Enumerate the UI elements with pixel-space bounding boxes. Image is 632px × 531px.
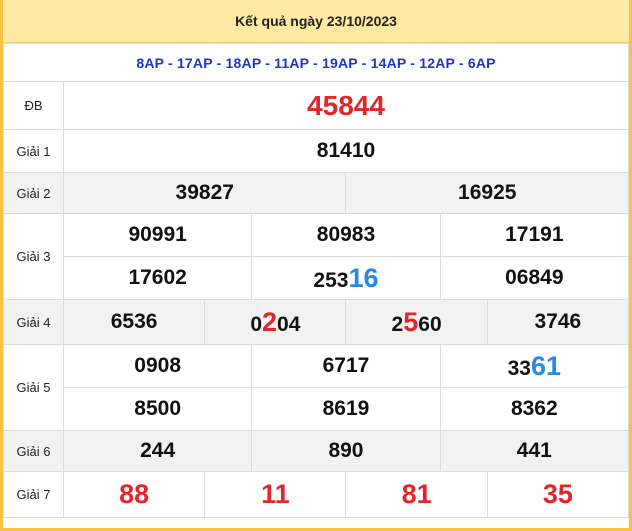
- label-g5: Giải 5: [3, 344, 64, 431]
- prize-g2-2: 16925: [345, 172, 629, 214]
- prize-digits: 0908: [134, 354, 182, 377]
- prize-g4-2: 0204: [204, 299, 347, 345]
- codes-row: 8AP - 17AP - 18AP - 11AP - 19AP - 14AP -…: [3, 43, 629, 82]
- row-g1: Giải 1 81410: [3, 129, 629, 173]
- row-g5b: 8500 8619 8362: [4, 387, 630, 431]
- prize-g5-3: 3361: [439, 344, 630, 388]
- prize-g3-6: 06849: [439, 256, 630, 300]
- prize-digits: 0: [250, 312, 262, 336]
- label-g1: Giải 1: [3, 129, 64, 173]
- prize-g1: 81410: [63, 129, 629, 173]
- prize-highlight: 2: [262, 306, 278, 337]
- prize-g3-5: 25316: [251, 256, 441, 300]
- prize-g3-3: 17191: [439, 213, 630, 257]
- prize-g7-2: 11: [204, 471, 347, 518]
- prize-digits: 04: [277, 312, 301, 336]
- prize-g4-3: 2560: [345, 299, 488, 345]
- prize-digits: 90991: [128, 223, 187, 246]
- row-g5a: Giải 5 0908 6717 3361: [3, 344, 630, 431]
- prize-g3-4: 17602: [62, 256, 253, 300]
- label-db: ĐB: [3, 81, 64, 130]
- prize-g5-5: 8619: [251, 387, 441, 431]
- prize-digits: 3746: [534, 310, 582, 333]
- row-db: ĐB 45844: [3, 81, 629, 130]
- prize-g3-1: 90991: [62, 213, 253, 257]
- prize-db: 45844: [63, 81, 629, 130]
- prize-digits: 8619: [322, 397, 370, 420]
- prize-g7-1: 88: [62, 471, 206, 518]
- prize-g7-3: 81: [345, 471, 488, 518]
- row-g3b: 17602 25316 06849: [4, 256, 630, 300]
- prize-g6-3: 441: [439, 430, 630, 472]
- prize-g4-4: 3746: [486, 299, 630, 345]
- prize-g7-4: 35: [486, 471, 630, 518]
- label-g4: Giải 4: [3, 299, 64, 345]
- prize-digits: 80983: [316, 223, 376, 246]
- row-g3a: Giải 3 90991 80983 17191: [3, 213, 630, 300]
- prize-g5-4: 8500: [62, 387, 253, 431]
- prize-digits: 06849: [505, 266, 564, 289]
- prize-highlight: 16: [348, 262, 379, 293]
- prize-g5-1: 0908: [62, 344, 253, 388]
- prize-digits: 8500: [134, 397, 182, 420]
- results-table: 8AP - 17AP - 18AP - 11AP - 19AP - 14AP -…: [3, 43, 630, 518]
- prize-digits: 2: [391, 312, 404, 336]
- prize-digits: 6717: [322, 354, 370, 377]
- prize-g5-6: 8362: [439, 387, 630, 431]
- prize-g6-1: 244: [62, 430, 253, 472]
- label-g3: Giải 3: [3, 213, 64, 300]
- label-g7: Giải 7: [3, 471, 64, 518]
- prize-digits: 17191: [505, 223, 564, 246]
- prize-g2-1: 39827: [62, 172, 347, 214]
- prize-g3-2: 80983: [251, 213, 441, 257]
- prize-digits: 17602: [128, 266, 187, 289]
- prize-digits: 33: [507, 356, 531, 380]
- prize-digits: 8362: [510, 397, 558, 420]
- prize-g4-1: 6536: [62, 299, 206, 345]
- row-g6: Giải 6 244 890 441: [3, 430, 630, 472]
- ticket-codes: 8AP - 17AP - 18AP - 11AP - 19AP - 14AP -…: [3, 43, 629, 82]
- prize-highlight: 5: [403, 306, 419, 337]
- label-g2: Giải 2: [3, 172, 64, 214]
- prize-digits: 253: [313, 268, 349, 292]
- row-g4: Giải 4 6536 0204 2560 3746: [3, 299, 630, 345]
- row-g7: Giải 7 88 11 81 35: [3, 471, 630, 518]
- prize-digits: 6536: [110, 310, 158, 333]
- row-g2: Giải 2 39827 16925: [3, 172, 629, 214]
- prize-digits: 60: [418, 312, 442, 336]
- prize-g5-2: 6717: [251, 344, 441, 388]
- prize-highlight: 61: [530, 350, 562, 381]
- prize-g6-2: 890: [251, 430, 441, 472]
- label-g6: Giải 6: [3, 430, 64, 472]
- results-header: Kết quả ngày 23/10/2023: [3, 0, 629, 43]
- results-title: Kết quả ngày 23/10/2023: [235, 13, 397, 29]
